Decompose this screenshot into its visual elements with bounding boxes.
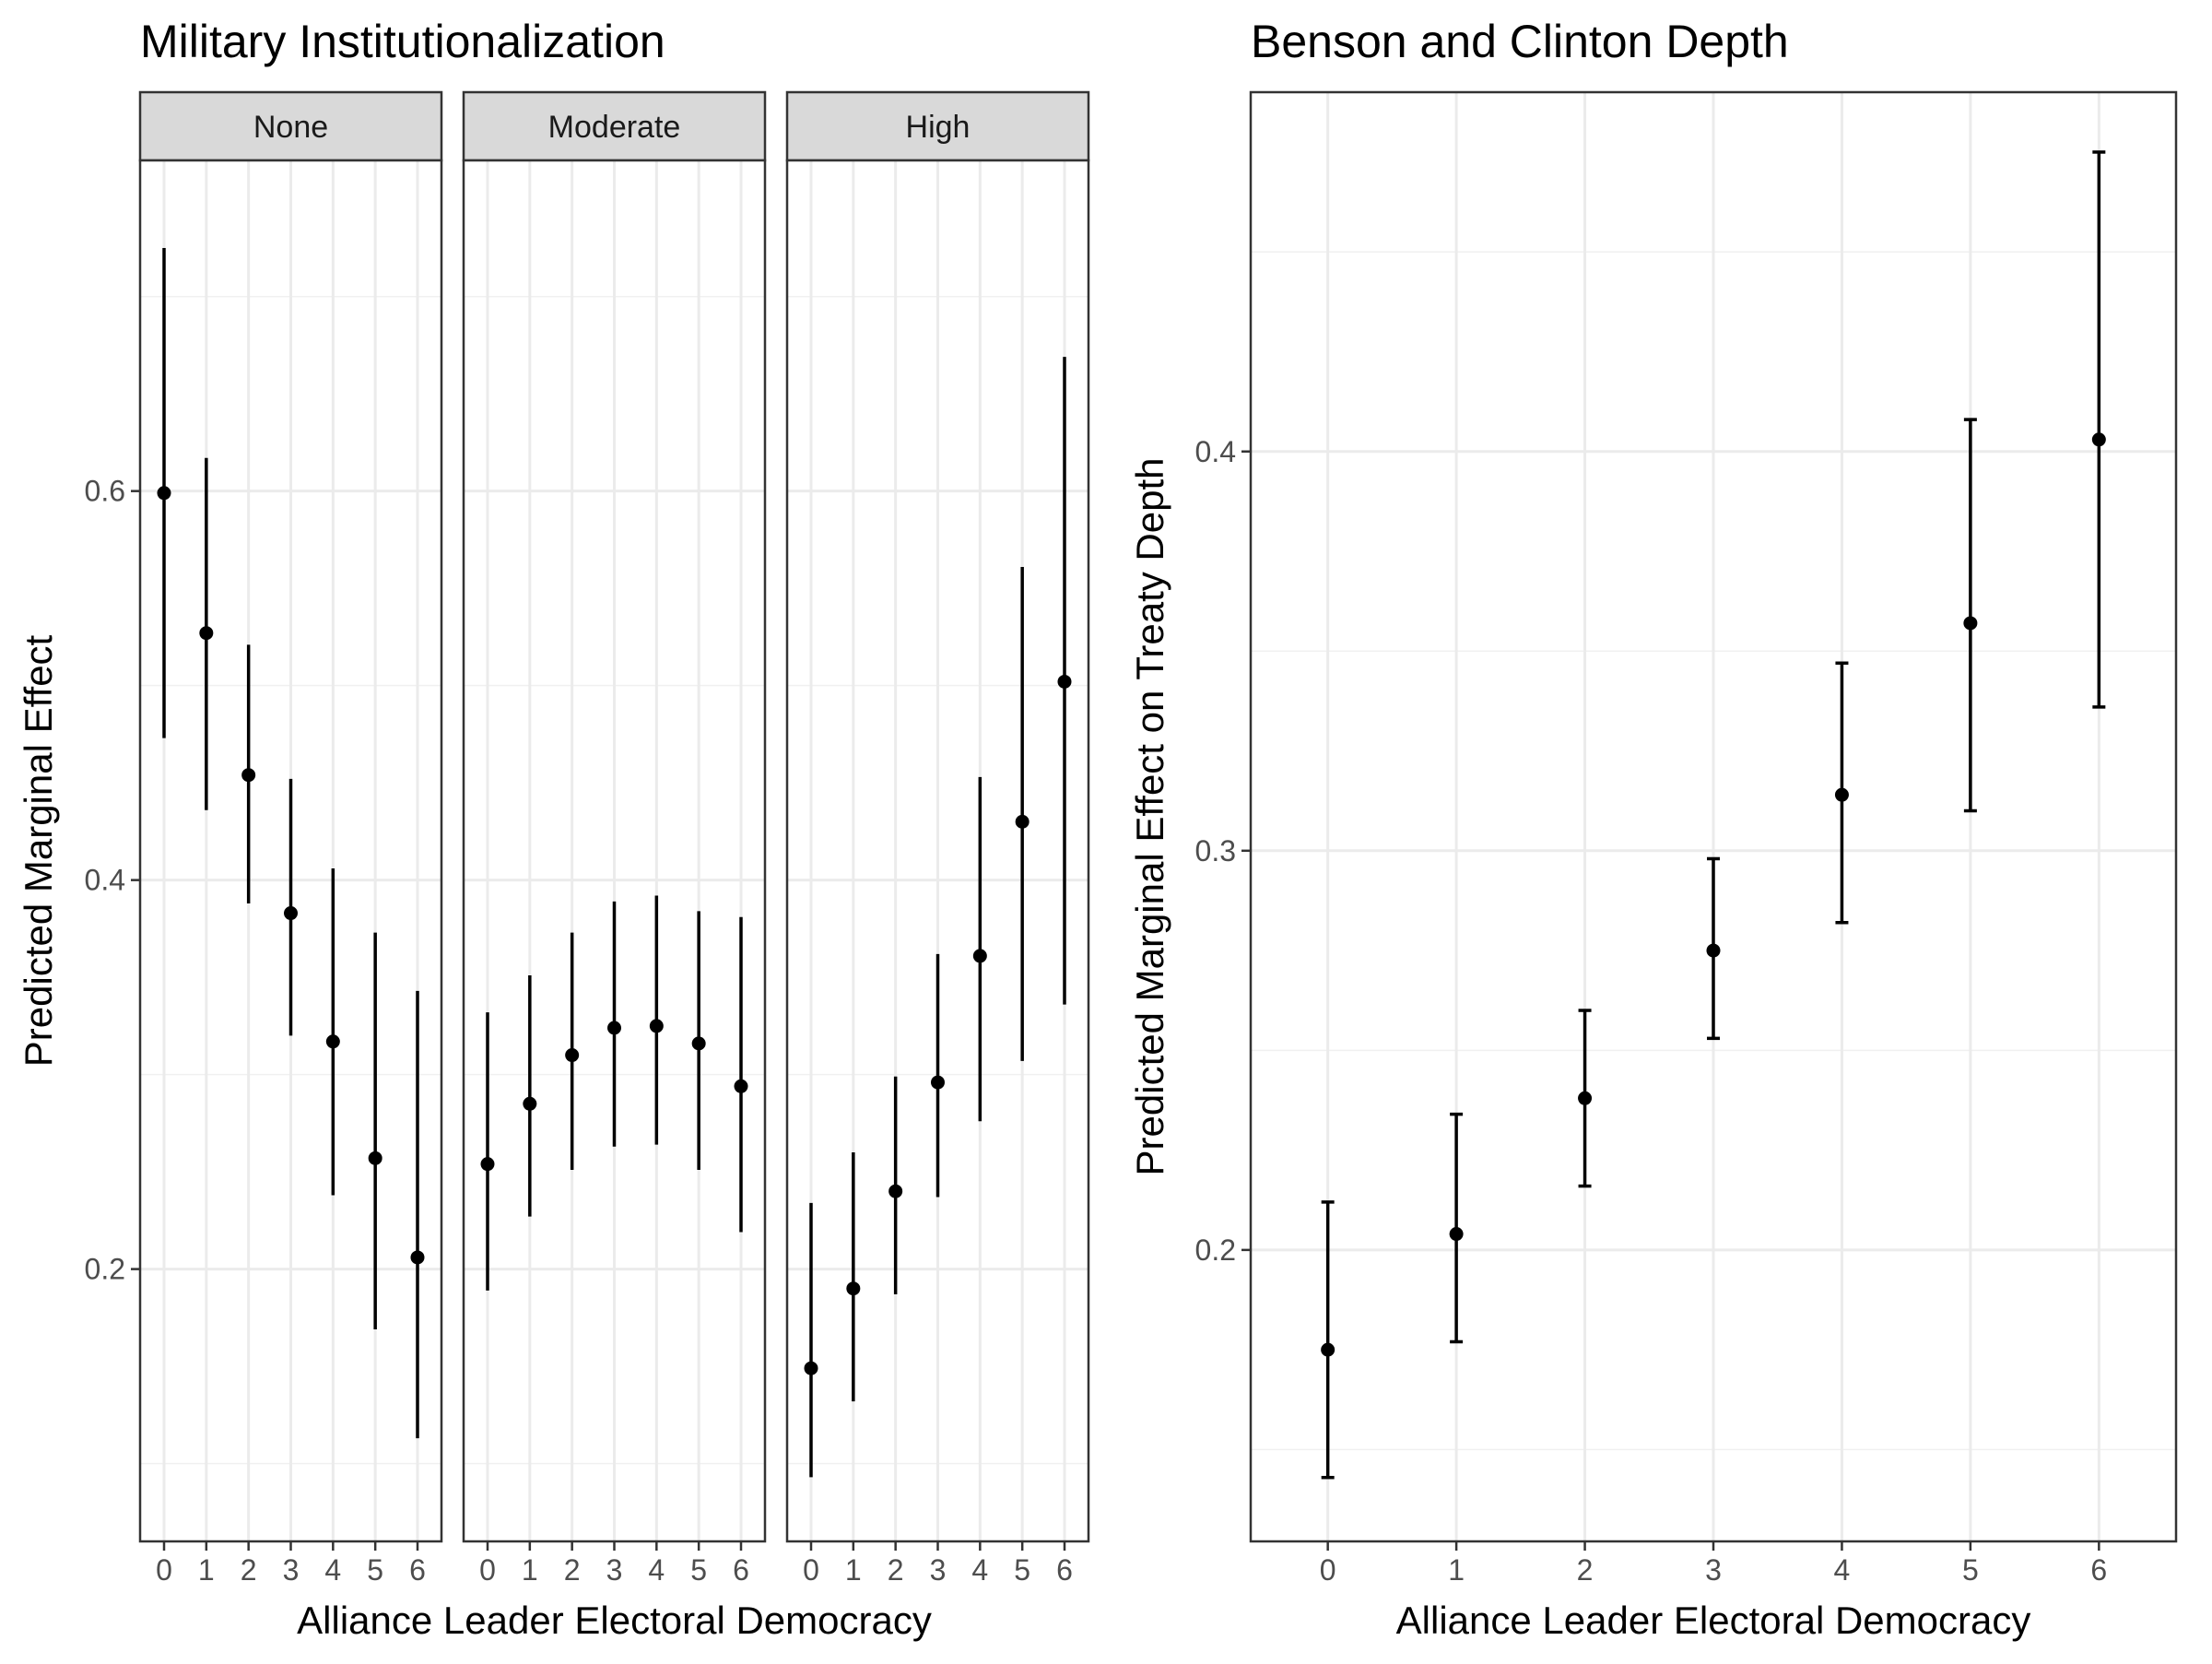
y-tick-label: 0.3	[1195, 834, 1236, 867]
x-tick-label: 0	[479, 1553, 496, 1587]
data-point	[1057, 674, 1072, 689]
x-tick-label: 6	[733, 1553, 749, 1587]
x-tick-label: 0	[803, 1553, 819, 1587]
x-tick-label: 5	[1962, 1553, 1979, 1587]
y-axis-title-right: Predicted Marginal Effect on Treaty Dept…	[1128, 458, 1171, 1176]
chart-title-left: Military Institutionalization	[140, 16, 665, 67]
facet-label-high: High	[906, 110, 971, 145]
y-tick-label: 0.4	[85, 864, 125, 897]
data-point	[972, 949, 987, 963]
data-point	[804, 1361, 818, 1375]
x-tick-label: 4	[324, 1553, 341, 1587]
data-point	[410, 1250, 425, 1265]
data-point	[649, 1019, 664, 1033]
x-tick-label: 5	[1014, 1553, 1030, 1587]
x-tick-label: 3	[606, 1553, 623, 1587]
data-point	[1578, 1091, 1593, 1105]
data-point	[931, 1075, 945, 1090]
x-axis-title-right: Alliance Leader Electoral Democracy	[1396, 1599, 2031, 1642]
data-point	[888, 1184, 903, 1198]
x-tick-label: 2	[241, 1553, 257, 1587]
x-tick-label: 1	[1448, 1553, 1465, 1587]
y-tick-label: 0.4	[1195, 435, 1236, 468]
data-point	[480, 1157, 495, 1172]
data-point	[368, 1151, 382, 1165]
x-tick-label: 3	[283, 1553, 300, 1587]
x-tick-label: 4	[648, 1553, 665, 1587]
data-point	[691, 1036, 706, 1051]
data-point	[199, 626, 214, 641]
data-point	[1015, 814, 1030, 829]
data-point	[846, 1281, 861, 1296]
x-tick-label: 1	[198, 1553, 215, 1587]
data-point	[157, 486, 171, 501]
x-axis-title-left: Alliance Leader Electoral Democracy	[297, 1599, 932, 1642]
x-tick-label: 6	[2090, 1553, 2107, 1587]
x-tick-label: 0	[1320, 1553, 1336, 1587]
facet-strip-none	[138, 90, 443, 162]
x-tick-label: 2	[888, 1553, 904, 1587]
data-point	[241, 768, 256, 783]
data-point	[325, 1034, 340, 1049]
x-tick-label: 4	[971, 1553, 988, 1587]
data-point	[1963, 616, 1978, 631]
x-tick-label: 6	[409, 1553, 426, 1587]
data-point	[284, 906, 298, 921]
y-tick-label: 0.2	[1195, 1233, 1236, 1267]
chart-title-right: Benson and Clinton Depth	[1251, 16, 1789, 67]
facet-strip-high	[785, 90, 1090, 162]
x-tick-label: 5	[690, 1553, 707, 1587]
x-tick-label: 3	[1705, 1553, 1722, 1587]
y-tick-label: 0.2	[85, 1253, 125, 1286]
data-point	[565, 1048, 580, 1063]
data-point	[1449, 1227, 1464, 1242]
x-tick-label: 6	[1056, 1553, 1073, 1587]
y-axis-title-left: Predicted Marginal Effect	[17, 634, 60, 1067]
facet-label-moderate: Moderate	[548, 110, 681, 145]
data-point	[1706, 943, 1721, 958]
x-tick-label: 0	[156, 1553, 172, 1587]
data-point	[1321, 1342, 1335, 1357]
x-tick-label: 1	[845, 1553, 862, 1587]
x-tick-label: 1	[522, 1553, 538, 1587]
data-point	[2091, 432, 2106, 447]
x-tick-label: 2	[564, 1553, 581, 1587]
data-point	[523, 1096, 537, 1111]
y-tick-label: 0.6	[85, 475, 125, 508]
x-tick-label: 5	[367, 1553, 383, 1587]
facet-label-none: None	[253, 110, 328, 145]
x-tick-label: 2	[1577, 1553, 1594, 1587]
data-point	[734, 1079, 748, 1093]
data-point	[607, 1021, 621, 1035]
data-point	[1834, 787, 1849, 802]
x-tick-label: 4	[1834, 1553, 1851, 1587]
x-tick-label: 3	[930, 1553, 947, 1587]
